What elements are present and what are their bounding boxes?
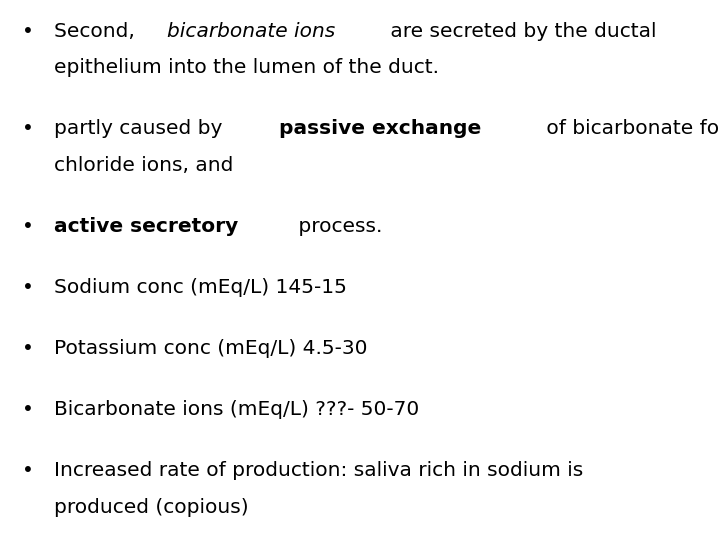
Text: Bicarbonate ions (mEq/L) ???- 50-70: Bicarbonate ions (mEq/L) ???- 50-70 (54, 400, 419, 419)
Text: •: • (22, 278, 33, 297)
Text: active secretory: active secretory (54, 217, 238, 236)
Text: process.: process. (292, 217, 382, 236)
Text: Potassium conc (mEq/L) 4.5-30: Potassium conc (mEq/L) 4.5-30 (54, 339, 367, 358)
Text: •: • (22, 217, 33, 236)
Text: chloride ions, and: chloride ions, and (54, 156, 233, 175)
Text: produced (copious): produced (copious) (54, 498, 248, 517)
Text: •: • (22, 22, 33, 40)
Text: bicarbonate ions: bicarbonate ions (166, 22, 335, 40)
Text: Increased rate of production: saliva rich in sodium is: Increased rate of production: saliva ric… (54, 461, 583, 480)
Text: •: • (22, 339, 33, 358)
Text: •: • (22, 119, 33, 138)
Text: partly caused by: partly caused by (54, 119, 229, 138)
Text: Sodium conc (mEq/L) 145-15: Sodium conc (mEq/L) 145-15 (54, 278, 347, 297)
Text: passive exchange: passive exchange (279, 119, 482, 138)
Text: •: • (22, 461, 33, 480)
Text: of bicarbonate for: of bicarbonate for (541, 119, 720, 138)
Text: are secreted by the ductal: are secreted by the ductal (384, 22, 656, 40)
Text: epithelium into the lumen of the duct.: epithelium into the lumen of the duct. (54, 58, 439, 77)
Text: Second,: Second, (54, 22, 141, 40)
Text: •: • (22, 400, 33, 419)
